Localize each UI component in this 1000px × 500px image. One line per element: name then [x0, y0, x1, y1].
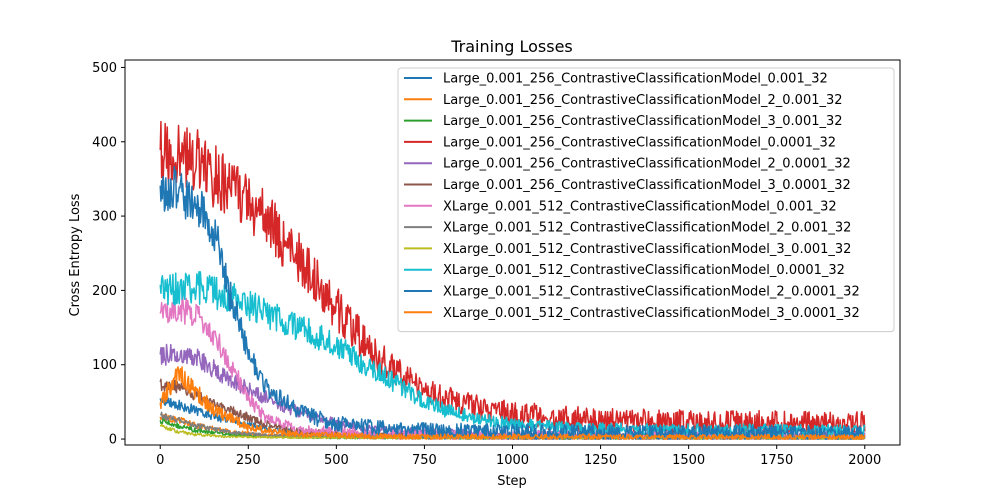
- x-tick-label: 2000: [848, 453, 881, 468]
- x-tick-label: 1000: [496, 453, 529, 468]
- x-tick-label: 500: [324, 453, 349, 468]
- chart-title: Training Losses: [450, 37, 573, 56]
- legend-label: Large_0.001_256_ContrastiveClassificatio…: [443, 72, 828, 87]
- x-tick-label: 1750: [760, 453, 793, 468]
- legend-label: XLarge_0.001_512_ContrastiveClassificati…: [443, 306, 860, 321]
- legend-label: XLarge_0.001_512_ContrastiveClassificati…: [443, 242, 851, 257]
- y-tick-label: 200: [92, 284, 117, 299]
- x-tick-label: 750: [412, 453, 437, 468]
- x-tick-label: 1500: [672, 453, 705, 468]
- legend-label: Large_0.001_256_ContrastiveClassificatio…: [443, 114, 843, 129]
- y-axis-label: Cross Entropy Loss: [68, 193, 83, 316]
- y-tick-label: 300: [92, 210, 117, 225]
- y-tick-label: 0: [109, 433, 117, 448]
- x-tick-label: 1250: [584, 453, 617, 468]
- legend-label: Large_0.001_256_ContrastiveClassificatio…: [443, 178, 851, 193]
- x-axis-label: Step: [497, 474, 527, 489]
- x-axis-ticks: 0 250 500 750 1000 1250 1500 1750 2000: [156, 445, 881, 468]
- legend-label: XLarge_0.001_512_ContrastiveClassificati…: [443, 221, 851, 236]
- y-tick-label: 400: [92, 135, 117, 150]
- series-line-12: [159, 366, 866, 440]
- x-tick-label: 0: [156, 453, 164, 468]
- legend-box: [397, 67, 895, 333]
- legend-label: XLarge_0.001_512_ContrastiveClassificati…: [443, 199, 837, 214]
- legend-label: Large_0.001_256_ContrastiveClassificatio…: [443, 93, 843, 108]
- series-lines: [159, 120, 866, 440]
- series-line-4: [159, 120, 866, 438]
- x-tick-label: 250: [236, 453, 261, 468]
- y-axis-ticks: 0 100 200 300 400 500: [92, 61, 125, 448]
- legend-label: Large_0.001_256_ContrastiveClassificatio…: [443, 135, 836, 150]
- legend: Large_0.001_256_ContrastiveClassificatio…: [397, 67, 895, 333]
- series-line-10: [159, 270, 866, 438]
- legend-label: XLarge_0.001_512_ContrastiveClassificati…: [443, 285, 860, 300]
- series-line-11: [159, 165, 866, 440]
- y-tick-label: 100: [92, 358, 117, 373]
- y-tick-label: 500: [92, 61, 117, 76]
- legend-label: XLarge_0.001_512_ContrastiveClassificati…: [443, 263, 845, 278]
- legend-label: Large_0.001_256_ContrastiveClassificatio…: [443, 157, 851, 172]
